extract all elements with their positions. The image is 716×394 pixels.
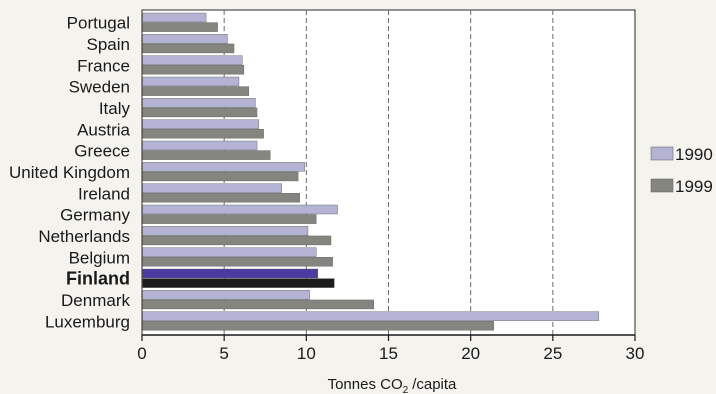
bar-ireland-1999 [142, 193, 300, 203]
category-label-ireland: Ireland [78, 184, 130, 203]
bar-denmark-1990 [142, 290, 310, 300]
bar-finland-1999 [142, 278, 335, 288]
bar-finland-1990 [142, 268, 319, 279]
bar-united-kingdom-1999 [142, 171, 299, 182]
category-labels: Portugal Spain France Sweden Italy Austria Gre… [9, 14, 131, 332]
category-label-germany: Germany [60, 206, 130, 225]
bar-austria-1990 [142, 119, 259, 129]
bar-portugal-1990 [142, 12, 207, 23]
legend-swatch-1999 [650, 178, 674, 193]
bar-italy-1999 [142, 107, 258, 118]
bar-spain-1990 [142, 34, 228, 44]
bar-greece-1999 [142, 150, 271, 160]
bar-luxemburg-1990 [142, 311, 600, 321]
category-label-belgium: Belgium [69, 248, 130, 267]
bar-ireland-1990 [142, 183, 282, 193]
x-tick-label-25: 25 [543, 344, 562, 363]
x-tick-label-0: 0 [137, 344, 146, 363]
x-tick-label-5: 5 [219, 344, 228, 363]
category-label-denmark: Denmark [61, 291, 130, 310]
bar-italy-1990 [142, 98, 256, 108]
bar-luxemburg-1999 [142, 321, 494, 331]
bar-united-kingdom-1990 [142, 162, 305, 172]
bar-belgium-1990 [142, 247, 317, 257]
bar-germany-1990 [142, 204, 338, 215]
category-label-greece: Greece [74, 142, 130, 161]
legend-label-1990: 1990 [675, 145, 713, 164]
x-axis-label: Tonnes CO2/capita [328, 376, 457, 394]
category-label-sweden: Sweden [69, 78, 130, 97]
bar-greece-1990 [142, 140, 258, 151]
bar-germany-1999 [142, 214, 317, 224]
bar-france-1990 [142, 55, 243, 65]
legend-swatch-1990 [650, 146, 674, 161]
bar-sweden-1990 [142, 76, 240, 87]
legend: 1990 1999 [650, 145, 713, 196]
x-tick-label-15: 15 [379, 344, 398, 363]
category-label-spain: Spain [87, 35, 130, 54]
bar-sweden-1999 [142, 86, 250, 96]
category-label-france: France [77, 56, 130, 75]
category-label-netherlands: Netherlands [38, 227, 130, 246]
x-tick-label-30: 30 [626, 344, 645, 363]
category-label-portugal: Portugal [67, 14, 130, 33]
bar-denmark-1999 [142, 299, 374, 310]
bar-austria-1999 [142, 129, 264, 139]
bar-portugal-1999 [142, 22, 218, 32]
bar-belgium-1999 [142, 257, 333, 267]
category-label-united-kingdom: United Kingdom [9, 163, 130, 182]
bar-france-1999 [142, 65, 245, 75]
category-label-luxemburg: Luxemburg [45, 312, 130, 331]
x-axis-ticks: 0 5 10 15 20 25 30 [137, 335, 644, 363]
category-label-austria: Austria [77, 120, 130, 139]
bars [142, 12, 600, 331]
x-tick-label-20: 20 [461, 344, 480, 363]
x-axis-label-subscript: 2 [403, 385, 409, 394]
category-label-italy: Italy [99, 99, 131, 118]
bar-netherlands-1990 [142, 226, 309, 236]
category-label-finland: Finland [66, 269, 130, 289]
bar-netherlands-1999 [142, 235, 332, 246]
legend-label-1999: 1999 [675, 177, 713, 196]
x-tick-label-10: 10 [297, 344, 316, 363]
bar-spain-1999 [142, 43, 235, 54]
